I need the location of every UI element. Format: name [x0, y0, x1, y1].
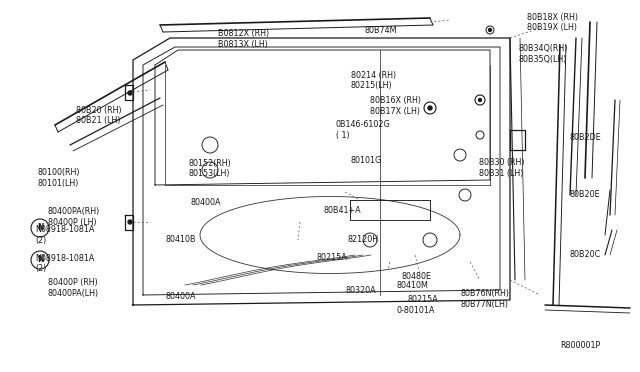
Text: 80320A: 80320A: [346, 286, 376, 295]
Text: 80B2DE: 80B2DE: [570, 133, 602, 142]
Circle shape: [128, 220, 132, 224]
Text: 80B41+A: 80B41+A: [324, 206, 362, 215]
Text: 80B20C: 80B20C: [570, 250, 601, 259]
Text: N: N: [36, 224, 44, 232]
Text: 80400PA(RH)
80400P (LH): 80400PA(RH) 80400P (LH): [48, 207, 100, 227]
Text: 80400P (RH)
80400PA(LH): 80400P (RH) 80400PA(LH): [48, 278, 99, 298]
Text: 80410M: 80410M: [397, 281, 429, 290]
Text: 82120H: 82120H: [348, 235, 379, 244]
Circle shape: [128, 91, 132, 95]
Text: 80400A: 80400A: [165, 292, 196, 301]
Text: 80101G: 80101G: [351, 156, 382, 165]
Text: N: N: [36, 256, 44, 264]
Text: 80B20 (RH)
80B21 (LH): 80B20 (RH) 80B21 (LH): [76, 106, 121, 125]
Text: 80100(RH)
80101(LH): 80100(RH) 80101(LH): [37, 168, 79, 187]
Text: 80400A: 80400A: [191, 198, 221, 207]
Text: 0B146-6102G
( 1): 0B146-6102G ( 1): [336, 120, 391, 140]
Text: 0-80101A: 0-80101A: [397, 307, 435, 315]
Text: 80B18X (RH)
80B19X (LH): 80B18X (RH) 80B19X (LH): [527, 13, 578, 32]
Text: 80215A: 80215A: [407, 295, 438, 304]
Text: B0812X (RH)
B0813X (LH): B0812X (RH) B0813X (LH): [218, 29, 269, 49]
Circle shape: [488, 29, 492, 32]
Text: N08918-1081A
(2): N08918-1081A (2): [35, 225, 95, 245]
Text: R800001P: R800001P: [560, 341, 600, 350]
Text: 80480E: 80480E: [401, 272, 431, 280]
Text: 80214 (RH)
80215(LH): 80214 (RH) 80215(LH): [351, 71, 396, 90]
Text: 80B76N(RH)
80B77N(LH): 80B76N(RH) 80B77N(LH): [461, 289, 510, 309]
Text: 80B16X (RH)
80B17X (LH): 80B16X (RH) 80B17X (LH): [370, 96, 421, 116]
Circle shape: [428, 106, 432, 110]
Text: 80B34Q(RH)
80B35Q(LH): 80B34Q(RH) 80B35Q(LH): [518, 44, 568, 64]
Text: 80B74M: 80B74M: [365, 26, 397, 35]
Text: 80B20E: 80B20E: [570, 190, 600, 199]
Text: 80410B: 80410B: [165, 235, 196, 244]
Text: 80B30 (RH)
80B31 (LH): 80B30 (RH) 80B31 (LH): [479, 158, 524, 178]
Text: 80152(RH)
80153(LH): 80152(RH) 80153(LH): [188, 159, 231, 178]
Circle shape: [479, 99, 481, 102]
Text: 80215A: 80215A: [316, 253, 347, 262]
Text: N08918-1081A
(2): N08918-1081A (2): [35, 254, 95, 273]
